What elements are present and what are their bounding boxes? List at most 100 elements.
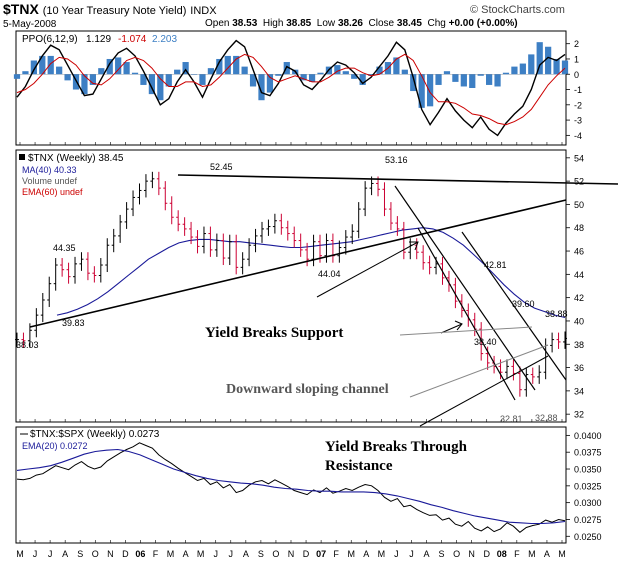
price-bar bbox=[195, 230, 200, 254]
ppo-histogram-bar bbox=[401, 69, 408, 75]
label-32-81: 32.81 bbox=[500, 414, 523, 424]
label-52-45: 52.45 bbox=[210, 162, 233, 172]
x-axis-label: M bbox=[528, 549, 536, 559]
price-axis-label: 44 bbox=[574, 270, 584, 280]
label-32-88: 32.88 bbox=[535, 413, 558, 423]
label-53-16: 53.16 bbox=[385, 155, 408, 165]
annotation-arrows bbox=[316, 241, 549, 427]
price-axis-label: 52 bbox=[574, 177, 584, 187]
ratio-axis-label: 0.0375 bbox=[574, 448, 602, 458]
ppo-histogram-bar bbox=[258, 74, 265, 101]
channel-pointer-arrowhead bbox=[454, 320, 463, 331]
ratio-legend: $TNX:$SPX (Weekly) 0.0273 EMA(20) 0.0272 bbox=[20, 429, 160, 451]
ppo-histogram-bar bbox=[30, 60, 37, 75]
price-bar bbox=[324, 233, 329, 263]
ppo-axis-label: -1 bbox=[574, 85, 582, 95]
ppo-histogram-bar bbox=[190, 74, 198, 75]
x-axis-label: J bbox=[394, 549, 399, 559]
price-axis-label: 34 bbox=[574, 386, 584, 396]
label-38-03: 38.03 bbox=[16, 340, 39, 350]
price-bar bbox=[504, 359, 509, 380]
x-axis-label: M bbox=[16, 549, 24, 559]
price-bar bbox=[221, 233, 226, 266]
channel-pointer-arrow bbox=[440, 323, 463, 334]
x-axis-label: M bbox=[347, 549, 355, 559]
ppo-histogram-bar bbox=[460, 74, 467, 87]
price-bar bbox=[143, 174, 148, 198]
ppo-histogram-bar bbox=[89, 74, 96, 85]
label-39-83: 39.83 bbox=[62, 318, 85, 328]
x-axis-label: S bbox=[439, 549, 445, 559]
ppo-histogram-bar bbox=[494, 74, 501, 87]
x-axis-label: D bbox=[483, 549, 490, 559]
support-arrowhead bbox=[409, 241, 419, 251]
price-bar bbox=[189, 221, 194, 245]
price-bar bbox=[53, 258, 58, 291]
ratio-axis-label: 0.0300 bbox=[574, 498, 602, 508]
price-bar bbox=[401, 221, 406, 260]
price-bar bbox=[292, 226, 297, 248]
price-axis-label: 48 bbox=[574, 223, 584, 233]
price-bar bbox=[556, 332, 561, 349]
x-axis-label: F bbox=[514, 549, 520, 559]
price-axis-label: 32 bbox=[574, 410, 584, 420]
x-axis-label: M bbox=[558, 549, 566, 559]
price-bar bbox=[98, 258, 103, 283]
ppo-histogram-bar bbox=[511, 66, 518, 75]
ppo-histogram-bar bbox=[561, 60, 569, 75]
x-axis-label: A bbox=[183, 549, 189, 559]
ppo-histogram-bar bbox=[72, 74, 80, 90]
price-bar bbox=[214, 233, 219, 257]
ratio-axis-label: 0.0350 bbox=[574, 465, 602, 475]
price-bar bbox=[266, 219, 271, 236]
x-axis-label: S bbox=[77, 549, 83, 559]
price-bar bbox=[85, 252, 90, 281]
price-layer bbox=[15, 171, 567, 397]
ppo-axis-label: 1 bbox=[574, 54, 579, 64]
price-bar bbox=[511, 359, 516, 381]
ppo-histogram-bar bbox=[418, 74, 425, 108]
annotations: Yield Breaks Support Downward sloping ch… bbox=[205, 325, 468, 474]
ppo-histogram-bar bbox=[123, 62, 130, 75]
ppo-histogram-bar bbox=[443, 71, 451, 75]
x-axis-label: 08 bbox=[497, 549, 507, 559]
price-bar bbox=[227, 234, 232, 266]
price-bar bbox=[60, 258, 65, 277]
ppo-histogram-bar bbox=[435, 74, 442, 85]
ppo-legend-v1: 1.129 bbox=[86, 34, 111, 45]
price-axis-label: 54 bbox=[574, 153, 584, 163]
ratio-axis-label: 0.0250 bbox=[574, 532, 602, 542]
price-axis-label: 36 bbox=[574, 363, 584, 373]
x-axis-label: D bbox=[303, 549, 310, 559]
ratio-legend-ema: EMA(20) 0.0272 bbox=[22, 441, 88, 451]
channel-lower-line bbox=[461, 231, 567, 381]
price-bar bbox=[79, 252, 84, 271]
price-bar bbox=[182, 217, 187, 236]
ppo-histogram-bar bbox=[106, 58, 113, 75]
ppo-histogram-bar bbox=[308, 74, 316, 82]
ppo-histogram-bar bbox=[39, 55, 46, 75]
ppo-histogram-bar bbox=[13, 74, 21, 79]
x-axis-label: J bbox=[409, 549, 414, 559]
channel-upper-line bbox=[394, 185, 536, 391]
ppo-axis-label: 0 bbox=[574, 70, 579, 80]
x-axis-label: J bbox=[229, 549, 234, 559]
ppo-histogram-bar bbox=[426, 74, 434, 107]
x-axis-label: O bbox=[92, 549, 99, 559]
price-bar bbox=[343, 230, 348, 255]
price-bar bbox=[208, 226, 213, 257]
price-bar bbox=[421, 245, 426, 270]
ppo-histogram-bar bbox=[157, 74, 164, 101]
price-axis-label: 40 bbox=[574, 316, 584, 326]
label-44-35: 44.35 bbox=[53, 243, 76, 253]
price-bar bbox=[272, 213, 277, 234]
label-38-88: 38.88 bbox=[545, 309, 568, 319]
ppo-histogram-bar bbox=[22, 71, 29, 75]
annotation-downward-channel: Downward sloping channel bbox=[226, 382, 389, 397]
ppo-histogram-bar bbox=[553, 58, 560, 75]
x-axis-label: F bbox=[333, 549, 339, 559]
resistance-pointer-gray bbox=[399, 326, 533, 336]
x-axis-label: F bbox=[153, 549, 159, 559]
